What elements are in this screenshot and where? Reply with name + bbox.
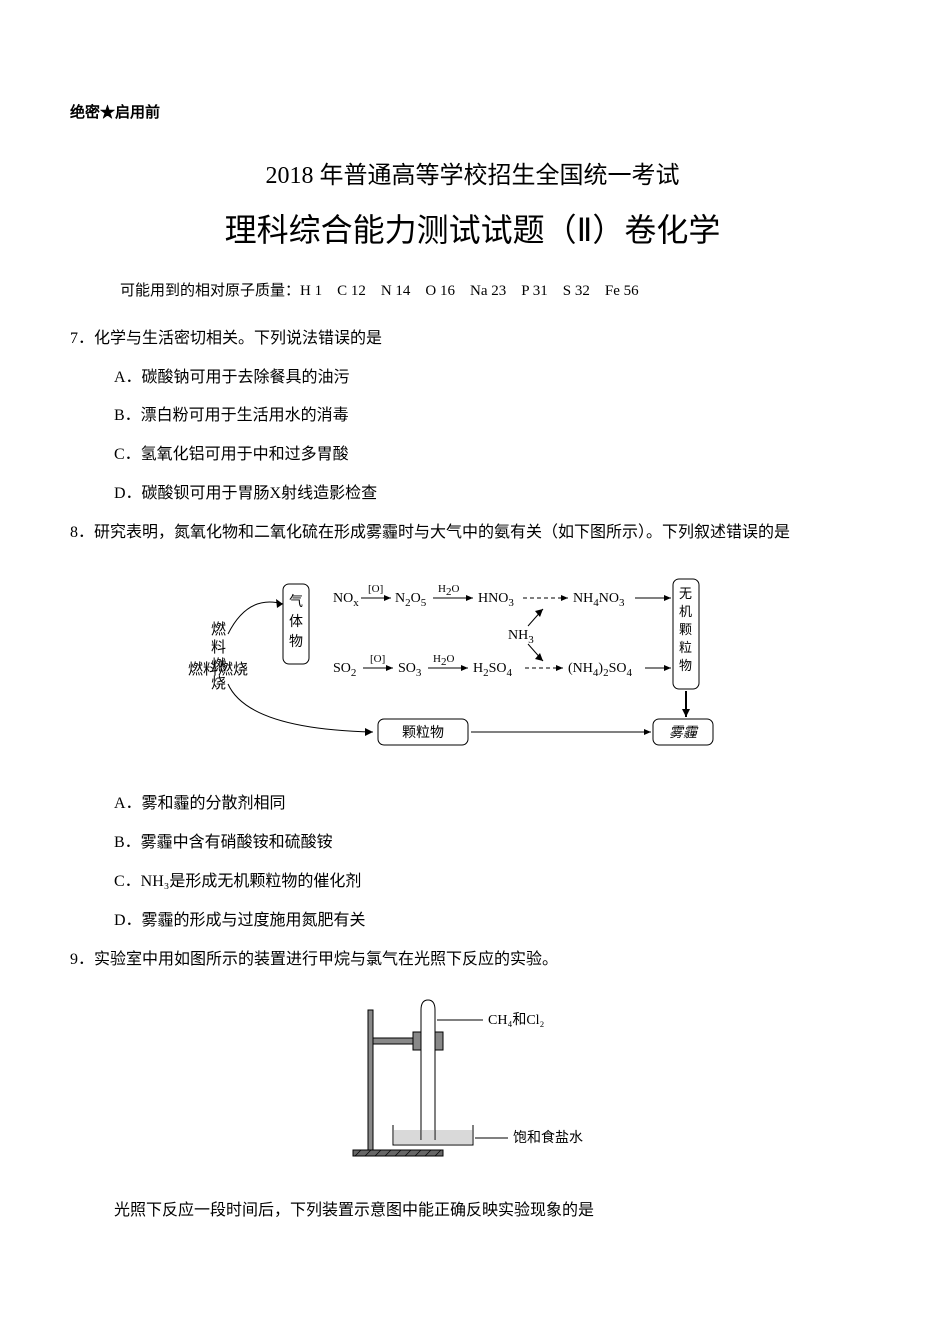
q8-option-c: C．NH₃是形成无机颗粒物的催化剂 [70, 868, 875, 897]
atomic-mass-line: 可能用到的相对原子质量：H 1 C 12 N 14 O 16 Na 23 P 3… [70, 278, 875, 305]
svg-text:[O]: [O] [370, 653, 385, 665]
q7-option-d: D．碳酸钡可用于胃肠X射线造影检查 [70, 480, 875, 509]
q8-diagram-svg: 燃料燃烧 燃 料 燃 烧 气 体 物 [173, 564, 773, 764]
svg-text:H2SO4: H2SO4 [473, 661, 513, 679]
svg-text:燃: 燃 [211, 620, 226, 638]
svg-text:料: 料 [211, 639, 226, 656]
svg-text:NH4NO3: NH4NO3 [573, 591, 625, 609]
row2: SO2 [O] SO3 H2O H2SO4 (NH4)2SO4 [333, 653, 632, 679]
q7-text: 化学与生活密切相关。下列说法错误的是 [94, 330, 382, 347]
tube-water [422, 1130, 434, 1140]
question-7: 7．化学与生活密切相关。下列说法错误的是 A．碳酸钠可用于去除餐具的油污 B．漂… [70, 325, 875, 509]
q8-number: 8． [70, 524, 94, 541]
svg-text:NOx: NOx [333, 591, 359, 609]
title-line-2: 理科综合能力测试试题（Ⅱ）卷化学 [70, 202, 875, 260]
svg-text:物: 物 [679, 658, 692, 673]
svg-text:HNO3: HNO3 [478, 591, 514, 609]
top-secret-label: 绝密★启用前 [70, 100, 875, 127]
q9-stem: 9．实验室中用如图所示的装置进行甲烷与氯气在光照下反应的实验。 [70, 946, 875, 975]
clamp-grip-right [435, 1032, 443, 1050]
q8-option-a: A．雾和霾的分散剂相同 [70, 790, 875, 819]
atomic-mass-prefix: 可能用到的相对原子质量： [120, 283, 300, 299]
svg-text:颗: 颗 [679, 622, 692, 637]
q8-option-d: D．雾霾的形成与过度施用氮肥有关 [70, 907, 875, 936]
svg-text:粒: 粒 [679, 640, 692, 655]
row1: NOx [O] N2O5 H2O HNO3 NH4NO3 [333, 583, 625, 609]
clamp-arm [373, 1038, 415, 1044]
curve-to-particle [228, 684, 373, 732]
box-haze-text: 雾霾 [669, 725, 699, 741]
q8-left-vertical-label: 燃 料 燃 烧 [211, 620, 226, 692]
q7-stem: 7．化学与生活密切相关。下列说法错误的是 [70, 325, 875, 354]
svg-text:N2O5: N2O5 [395, 591, 427, 609]
q8-text: 研究表明，氮氧化物和二氧化硫在形成雾霾时与大气中的氨有关（如下图所示）。下列叙述… [94, 524, 790, 541]
box-particle-text: 颗粒物 [402, 725, 444, 741]
q8-diagram: 燃料燃烧 燃 料 燃 烧 气 体 物 [70, 564, 875, 775]
question-8: 8．研究表明，氮氧化物和二氧化硫在形成雾霾时与大气中的氨有关（如下图所示）。下列… [70, 519, 875, 936]
q7-number: 7． [70, 330, 94, 347]
question-9: 9．实验室中用如图所示的装置进行甲烷与氯气在光照下反应的实验。 [70, 946, 875, 1226]
atomic-mass-values: H 1 C 12 N 14 O 16 Na 23 P 31 S 32 Fe 56 [300, 283, 639, 299]
q7-option-a: A．碳酸钠可用于去除餐具的油污 [70, 364, 875, 393]
svg-text:无: 无 [679, 586, 692, 601]
curve-to-gas [228, 602, 283, 634]
q7-option-b: B．漂白粉可用于生活用水的消毒 [70, 402, 875, 431]
label-top: CH₄和Cl₂ [488, 1012, 545, 1028]
arrowhead-particle [365, 728, 373, 736]
q9-diagram: CH₄和Cl₂ 饱和食盐水 [70, 990, 875, 1181]
q9-number: 9． [70, 951, 94, 968]
q9-post-text: 光照下反应一段时间后，下列装置示意图中能正确反映实验现象的是 [70, 1197, 875, 1226]
stand-pole [368, 1010, 373, 1150]
arrowhead-gas [276, 599, 283, 608]
svg-text:(NH4)2SO4: (NH4)2SO4 [568, 661, 632, 679]
svg-text:烧: 烧 [211, 675, 226, 692]
clamp-grip-left [413, 1032, 421, 1050]
box-gas-text: 气 体 物 [289, 594, 303, 650]
svg-text:燃: 燃 [211, 656, 226, 674]
q7-option-c: C．氢氧化铝可用于中和过多胃酸 [70, 441, 875, 470]
svg-text:H2O: H2O [433, 653, 454, 668]
q9-text: 实验室中用如图所示的装置进行甲烷与氯气在光照下反应的实验。 [94, 951, 558, 968]
title-line-1: 2018 年普通高等学校招生全国统一考试 [70, 155, 875, 198]
svg-text:SO3: SO3 [398, 661, 422, 679]
svg-text:体: 体 [289, 614, 303, 630]
svg-text:气: 气 [289, 594, 303, 610]
svg-text:机: 机 [679, 604, 692, 619]
svg-text:[O]: [O] [368, 583, 383, 595]
q9-diagram-svg: CH₄和Cl₂ 饱和食盐水 [323, 990, 623, 1170]
q8-option-b: B．雾霾中含有硝酸铵和硫酸铵 [70, 829, 875, 858]
nh3-mid: NH3 [508, 609, 543, 661]
q8-stem: 8．研究表明，氮氧化物和二氧化硫在形成雾霾时与大气中的氨有关（如下图所示）。下列… [70, 519, 875, 548]
svg-text:物: 物 [289, 634, 303, 650]
svg-text:NH3: NH3 [508, 628, 534, 646]
box-inorganic-text: 无 机 颗 粒 物 [679, 586, 692, 673]
test-tube [421, 1000, 435, 1140]
svg-text:H2O: H2O [438, 583, 459, 598]
label-bottom: 饱和食盐水 [513, 1129, 583, 1146]
svg-text:SO2: SO2 [333, 661, 356, 679]
